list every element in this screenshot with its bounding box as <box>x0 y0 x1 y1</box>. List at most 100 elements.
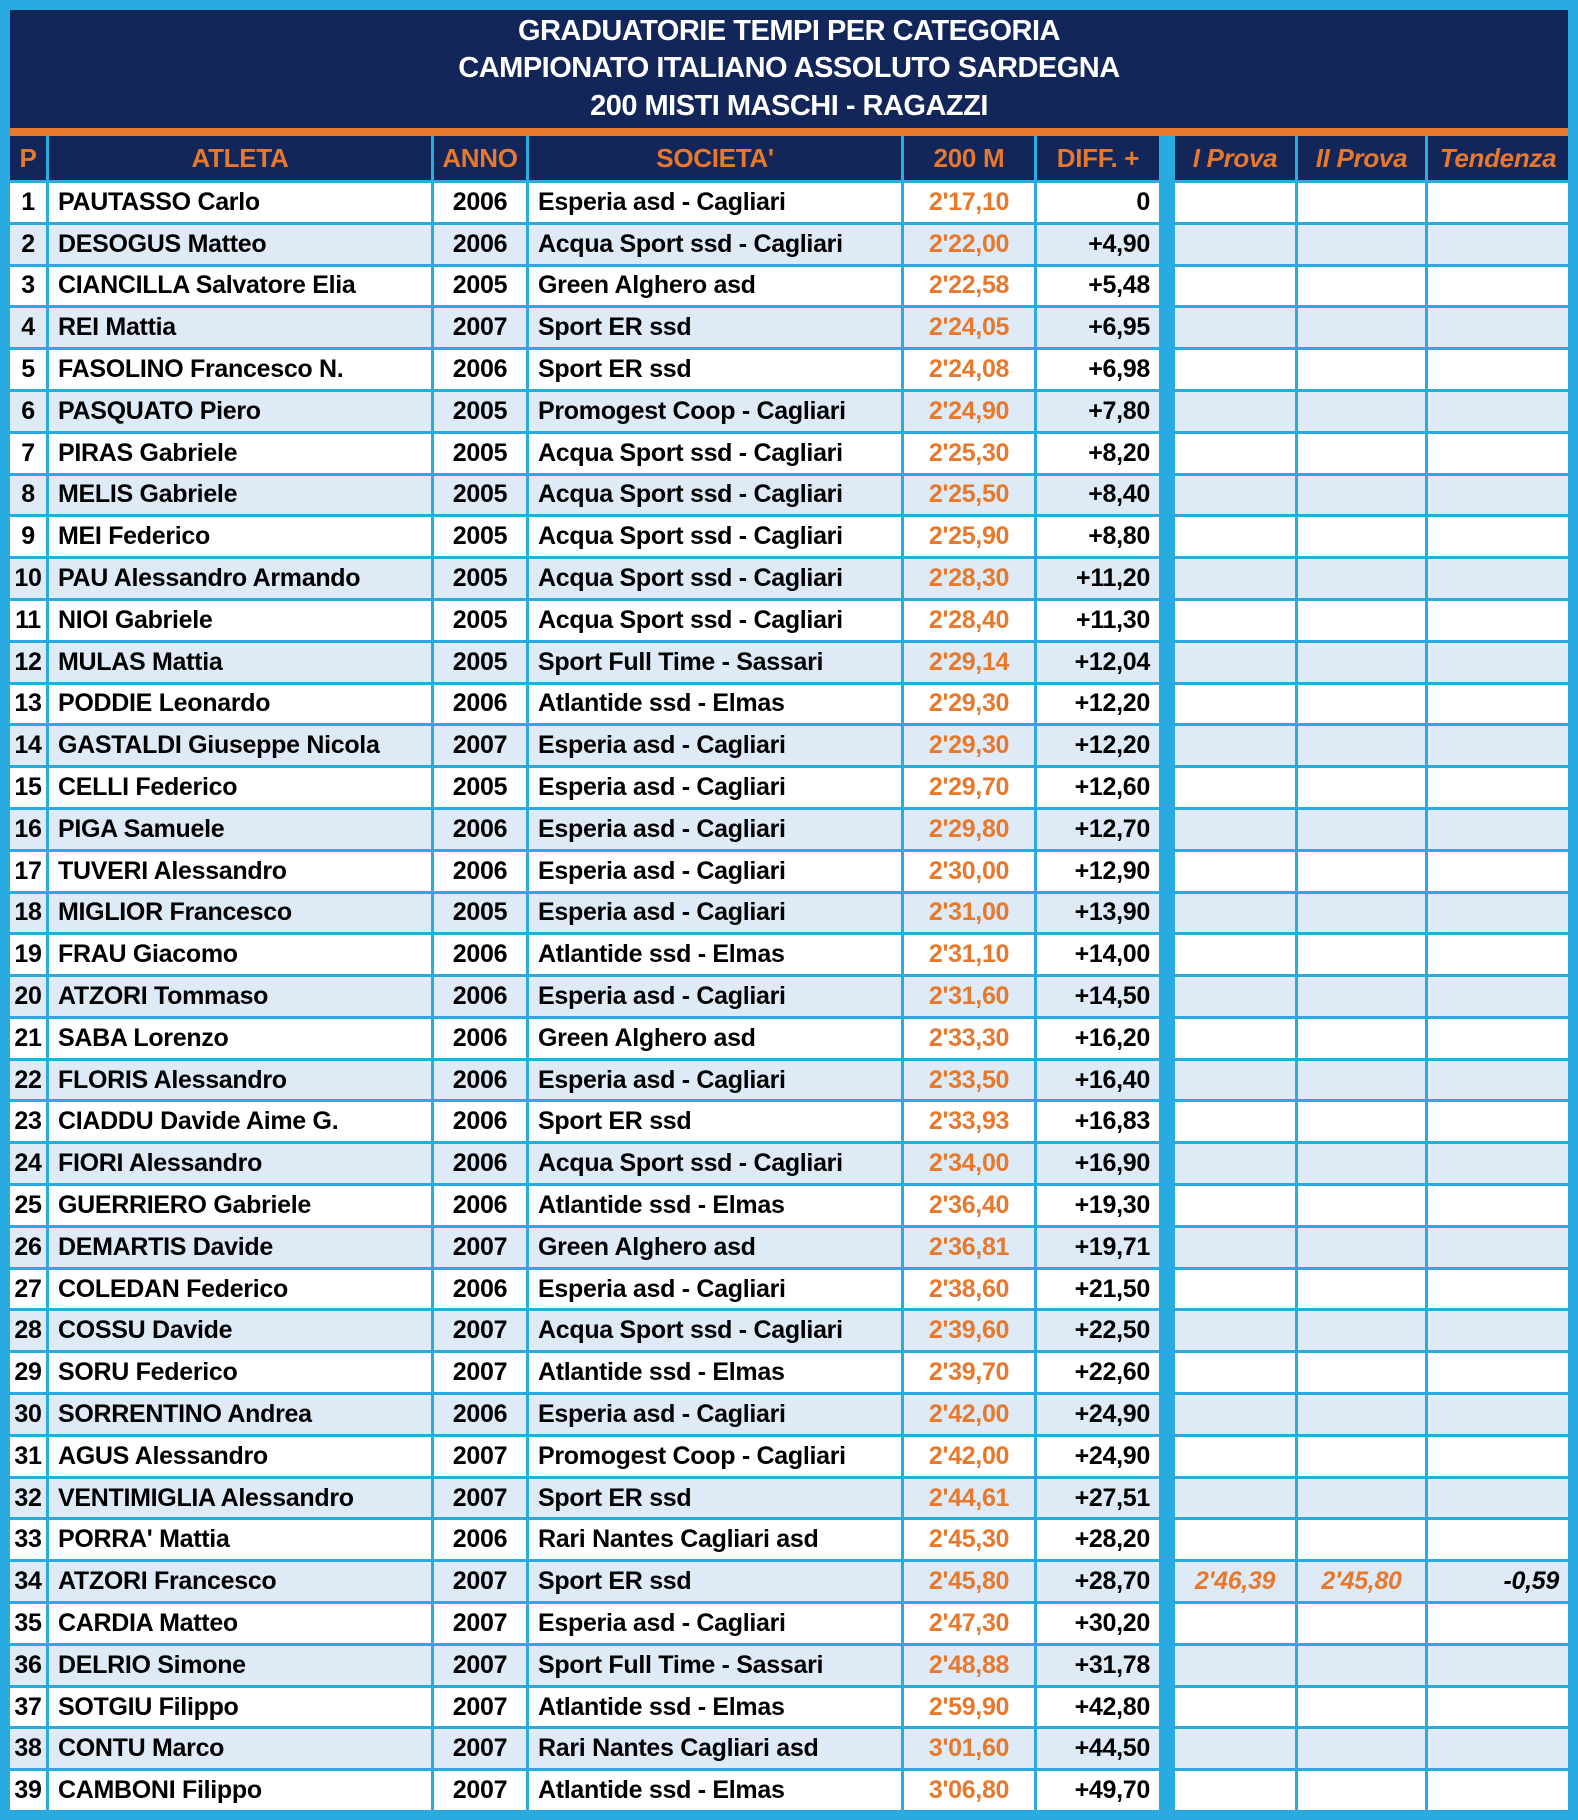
athlete-name-cell: PIGA Samuele <box>49 809 431 849</box>
club-cell: Sport ER ssd <box>529 1478 901 1518</box>
time-200m-cell: 2'29,80 <box>904 809 1034 849</box>
time-200m-cell: 2'34,00 <box>904 1144 1034 1184</box>
rank-cell: 31 <box>10 1436 46 1476</box>
title-band: GRADUATORIE TEMPI PER CATEGORIA CAMPIONA… <box>10 10 1568 128</box>
trend-cell <box>1428 266 1568 306</box>
rank-cell: 20 <box>10 977 46 1016</box>
column-separator <box>1162 1395 1172 1434</box>
club-cell: Acqua Sport ssd - Cagliari <box>529 559 901 598</box>
diff-cell: +6,98 <box>1037 350 1159 389</box>
rank-cell: 11 <box>10 600 46 640</box>
column-separator <box>1162 1227 1172 1267</box>
club-cell: Acqua Sport ssd - Cagliari <box>529 600 901 640</box>
rank-cell: 36 <box>10 1645 46 1685</box>
diff-cell: +16,40 <box>1037 1060 1159 1100</box>
trend-cell <box>1428 935 1568 975</box>
trial-1-time-cell <box>1175 977 1295 1016</box>
trial-2-time-cell <box>1298 1144 1425 1184</box>
trend-cell <box>1428 809 1568 849</box>
trial-2-time-cell <box>1298 183 1425 222</box>
column-separator <box>1162 977 1172 1016</box>
trial-1-time-cell <box>1175 433 1295 473</box>
club-cell: Atlantide ssd - Elmas <box>529 1353 901 1393</box>
trial-1-time-cell <box>1175 1353 1295 1393</box>
trend-cell <box>1428 851 1568 891</box>
column-separator <box>1162 851 1172 891</box>
trend-cell <box>1428 1395 1568 1434</box>
trial-1-time-cell <box>1175 224 1295 264</box>
trial-1-time-cell <box>1175 1687 1295 1727</box>
time-200m-cell: 2'22,58 <box>904 266 1034 306</box>
time-200m-cell: 2'33,50 <box>904 1060 1034 1100</box>
athlete-name-cell: GUERRIERO Gabriele <box>49 1186 431 1225</box>
birth-year-cell: 2006 <box>434 977 526 1016</box>
diff-cell: +13,90 <box>1037 893 1159 933</box>
time-200m-cell: 2'47,30 <box>904 1604 1034 1643</box>
trial-2-time-cell <box>1298 726 1425 766</box>
athlete-name-cell: SOTGIU Filippo <box>49 1687 431 1727</box>
athlete-name-cell: PAU Alessandro Armando <box>49 559 431 598</box>
trial-2-time-cell <box>1298 266 1425 306</box>
athlete-name-cell: FRAU Giacomo <box>49 935 431 975</box>
rank-cell: 22 <box>10 1060 46 1100</box>
diff-cell: +4,90 <box>1037 224 1159 264</box>
time-200m-cell: 2'36,81 <box>904 1227 1034 1267</box>
trial-2-time-cell <box>1298 1478 1425 1518</box>
birth-year-cell: 2005 <box>434 642 526 682</box>
trend-cell <box>1428 600 1568 640</box>
rank-cell: 3 <box>10 266 46 306</box>
column-separator <box>1162 1771 1172 1810</box>
trial-1-time-cell <box>1175 1520 1295 1560</box>
column-separator <box>1162 136 1172 180</box>
column-header-year: ANNO <box>434 136 526 180</box>
trial-1-time-cell <box>1175 350 1295 389</box>
rank-cell: 19 <box>10 935 46 975</box>
birth-year-cell: 2006 <box>434 183 526 222</box>
column-separator <box>1162 726 1172 766</box>
rank-cell: 35 <box>10 1604 46 1643</box>
trial-1-time-cell <box>1175 1144 1295 1184</box>
trial-2-time-cell <box>1298 224 1425 264</box>
trial-1-time-cell <box>1175 475 1295 515</box>
column-separator <box>1162 768 1172 807</box>
trend-cell <box>1428 1144 1568 1184</box>
trend-cell <box>1428 1227 1568 1267</box>
rank-cell: 15 <box>10 768 46 807</box>
trial-1-time-cell <box>1175 809 1295 849</box>
trial-2-time-cell <box>1298 433 1425 473</box>
athlete-name-cell: GASTALDI Giuseppe Nicola <box>49 726 431 766</box>
rank-cell: 32 <box>10 1478 46 1518</box>
column-separator <box>1162 1562 1172 1602</box>
club-cell: Esperia asd - Cagliari <box>529 1269 901 1309</box>
time-200m-cell: 2'25,30 <box>904 433 1034 473</box>
column-separator <box>1162 475 1172 515</box>
trial-2-time-cell <box>1298 1060 1425 1100</box>
diff-cell: +16,90 <box>1037 1144 1159 1184</box>
trial-2-time-cell <box>1298 1311 1425 1351</box>
column-separator <box>1162 308 1172 348</box>
rank-cell: 27 <box>10 1269 46 1309</box>
diff-cell: +27,51 <box>1037 1478 1159 1518</box>
birth-year-cell: 2006 <box>434 935 526 975</box>
trial-2-time-cell <box>1298 684 1425 724</box>
birth-year-cell: 2005 <box>434 266 526 306</box>
diff-cell: +42,80 <box>1037 1687 1159 1727</box>
diff-cell: +12,20 <box>1037 684 1159 724</box>
trend-cell <box>1428 1604 1568 1643</box>
time-200m-cell: 2'29,30 <box>904 726 1034 766</box>
rank-cell: 29 <box>10 1353 46 1393</box>
trend-cell <box>1428 1478 1568 1518</box>
trend-cell <box>1428 433 1568 473</box>
trend-cell <box>1428 1311 1568 1351</box>
trial-2-time-cell <box>1298 642 1425 682</box>
trial-2-time-cell <box>1298 1771 1425 1810</box>
diff-cell: +12,04 <box>1037 642 1159 682</box>
trial-2-time-cell <box>1298 1604 1425 1643</box>
column-separator <box>1162 1102 1172 1142</box>
trial-1-time-cell <box>1175 1018 1295 1058</box>
club-cell: Atlantide ssd - Elmas <box>529 1186 901 1225</box>
birth-year-cell: 2006 <box>434 1269 526 1309</box>
rank-cell: 28 <box>10 1311 46 1351</box>
column-separator <box>1162 1520 1172 1560</box>
trial-1-time-cell <box>1175 726 1295 766</box>
